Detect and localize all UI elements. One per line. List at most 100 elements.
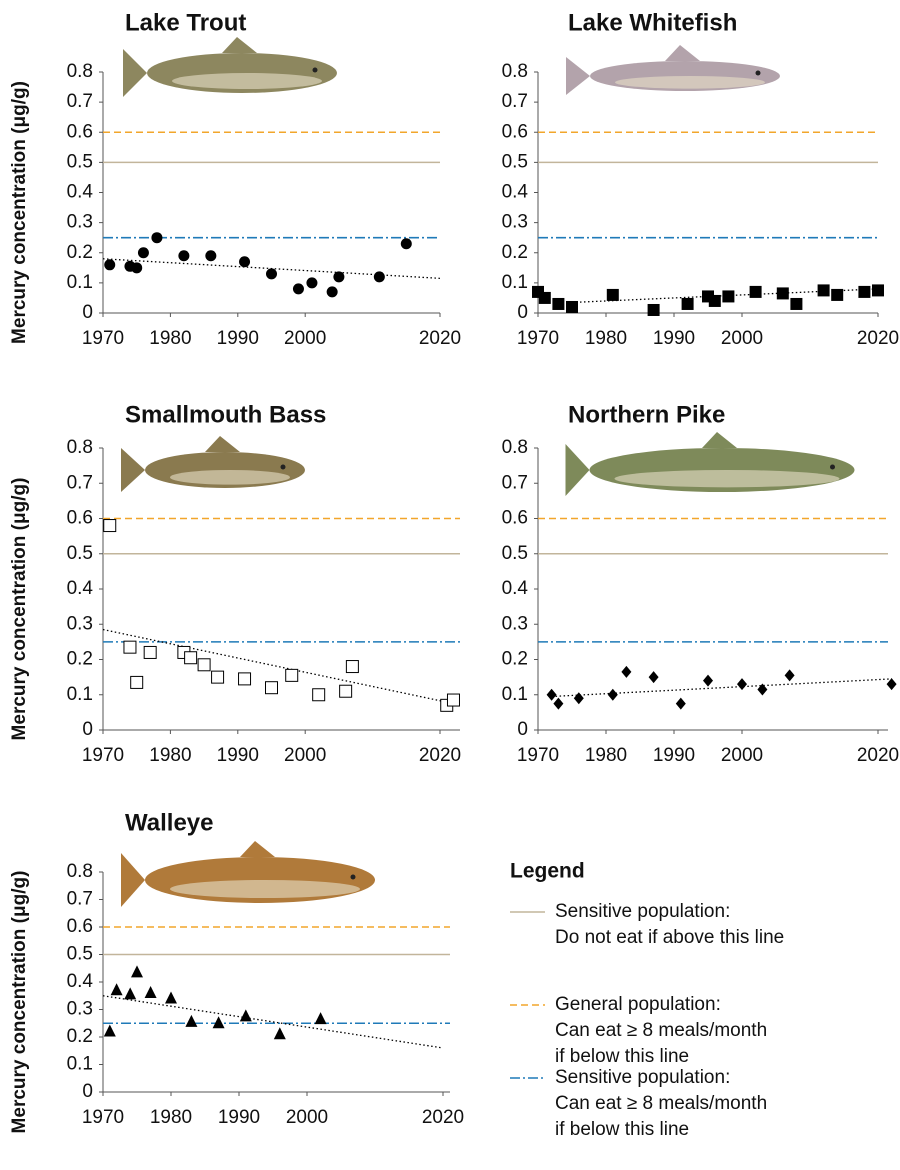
data-point <box>573 692 584 705</box>
y-tick-label: 0.5 <box>67 944 93 965</box>
fish-eye <box>830 464 835 470</box>
y-tick-label: 0.1 <box>67 1054 93 1075</box>
data-point <box>708 294 721 307</box>
fish-eye <box>280 464 286 470</box>
data-point <box>647 303 660 316</box>
y-tick-label: 0.5 <box>502 543 528 564</box>
data-point <box>165 991 177 1004</box>
data-point <box>333 271 345 283</box>
x-tick-label: 1970 <box>82 328 124 349</box>
data-point <box>607 688 618 701</box>
x-tick-label: 1980 <box>149 328 191 349</box>
chart-title: Walleye <box>125 809 214 836</box>
y-tick-label: 0.2 <box>67 649 93 670</box>
y-tick-label: 0.8 <box>502 61 528 82</box>
data-point <box>185 1014 198 1027</box>
x-tick-label: 1970 <box>82 745 124 766</box>
x-tick-label: 2000 <box>721 328 763 349</box>
y-tick-label: 0.6 <box>502 508 528 529</box>
legend-label: General population: <box>555 994 721 1015</box>
y-tick-label: 0.7 <box>502 91 528 112</box>
x-tick-label: 1990 <box>217 745 259 766</box>
y-tick-label: 0.1 <box>67 684 93 705</box>
legend-label: Do not eat if above this line <box>555 927 784 948</box>
data-point <box>212 1016 225 1029</box>
fish-eye <box>350 874 356 880</box>
x-tick-label: 1990 <box>653 328 695 349</box>
y-tick-label: 0.1 <box>502 684 528 705</box>
legend-label: Sensitive population: <box>555 901 730 922</box>
y-tick-label: 0.8 <box>67 437 93 458</box>
data-point <box>621 665 632 678</box>
y-tick-label: 0.5 <box>67 151 93 172</box>
data-point <box>886 678 897 691</box>
data-point <box>858 285 871 298</box>
fish-tail <box>565 444 590 496</box>
legend-title: Legend <box>510 860 585 883</box>
x-tick-label: 1980 <box>150 1107 192 1128</box>
data-point <box>285 668 299 682</box>
legend-label: if below this line <box>555 1046 689 1067</box>
y-tick-label: 0.8 <box>67 61 93 82</box>
fish-belly <box>615 76 765 89</box>
legend-label: Sensitive population: <box>555 1067 730 1088</box>
y-tick-label: 0.2 <box>67 242 93 263</box>
y-tick-label: 0.3 <box>67 212 93 233</box>
data-point <box>326 286 338 298</box>
data-point <box>737 678 747 691</box>
legend-label: if below this line <box>555 1119 689 1140</box>
data-point <box>184 651 198 665</box>
chart-title: Northern Pike <box>568 401 725 428</box>
y-tick-label: 0.3 <box>502 212 528 233</box>
x-tick-label: 1980 <box>149 745 191 766</box>
x-tick-label: 1990 <box>218 1107 260 1128</box>
data-point <box>103 1024 116 1037</box>
y-axis-label: Mercury concentration (μg/g) <box>9 478 30 741</box>
chart-title: Smallmouth Bass <box>125 401 326 428</box>
x-tick-label: 2020 <box>419 328 461 349</box>
data-point <box>273 1027 286 1040</box>
y-tick-label: 0.4 <box>67 182 94 203</box>
trend-line <box>551 678 892 698</box>
data-point <box>265 681 278 695</box>
legend-label: Can eat ≥ 8 meals/month <box>555 1093 767 1114</box>
data-point <box>124 987 137 1000</box>
y-tick-label: 0.8 <box>502 437 528 458</box>
chart-title: Lake Whitefish <box>568 9 737 36</box>
y-axis-label: Mercury concentration (μg/g) <box>9 81 30 344</box>
y-tick-label: 0.2 <box>502 649 528 670</box>
fish-tail <box>121 448 145 492</box>
y-tick-label: 0.1 <box>67 272 93 293</box>
data-point <box>675 697 686 710</box>
y-tick-label: 0.4 <box>67 578 94 599</box>
y-tick-label: 0.3 <box>67 613 93 634</box>
fish-tail <box>566 57 590 95</box>
data-point <box>553 697 564 710</box>
x-tick-label: 1970 <box>517 745 559 766</box>
data-point <box>784 669 795 682</box>
y-tick-label: 0.7 <box>502 472 528 493</box>
y-tick-label: 0.1 <box>502 272 528 293</box>
data-point <box>400 238 412 250</box>
data-point <box>872 284 884 297</box>
fish-belly <box>172 73 322 89</box>
data-point <box>749 285 762 298</box>
data-point <box>831 288 844 301</box>
fish-fin <box>702 432 737 448</box>
x-tick-label: 2020 <box>419 745 461 766</box>
y-tick-label: 0.2 <box>67 1026 93 1047</box>
data-point <box>131 965 143 978</box>
data-point <box>722 290 735 303</box>
y-tick-label: 0.6 <box>502 121 528 142</box>
y-tick-label: 0.3 <box>67 999 93 1020</box>
data-point <box>143 645 157 659</box>
fish-belly <box>170 880 360 898</box>
x-tick-label: 2000 <box>286 1107 328 1128</box>
fish-belly <box>614 470 840 488</box>
x-tick-label: 2020 <box>422 1107 464 1128</box>
y-tick-label: 0.3 <box>502 613 528 634</box>
y-tick-label: 0.4 <box>502 578 529 599</box>
fish-fin <box>665 45 700 61</box>
y-tick-label: 0.5 <box>67 543 93 564</box>
data-point <box>239 1009 252 1022</box>
